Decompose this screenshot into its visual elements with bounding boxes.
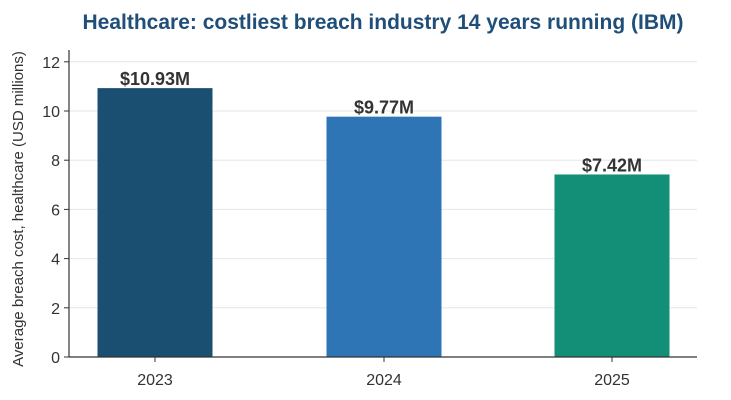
data-label-2025: $7.42M [582,155,642,175]
y-axis-label: Average breach cost, healthcare (USD mil… [10,51,27,367]
x-ticks: 2023 2024 2025 [137,357,630,389]
chart-title: Healthcare: costliest breach industry 14… [82,11,683,34]
x-tick-label-2025: 2025 [594,372,630,389]
y-tick-label: 12 [42,55,60,72]
y-tick-label: 4 [51,252,60,269]
y-tick-label: 0 [51,350,60,367]
data-labels: $10.93M $9.77M $7.42M [120,69,642,175]
bar-2025 [554,174,670,357]
bar-2023 [97,88,213,357]
x-tick-label-2024: 2024 [366,372,402,389]
y-tick-label: 8 [51,153,60,170]
data-label-2024: $9.77M [354,98,414,118]
y-tick-label: 6 [51,202,60,219]
y-tick-label: 2 [51,301,60,318]
x-tick-label-2023: 2023 [137,372,173,389]
y-ticks: 0 2 4 6 8 10 12 [42,55,69,367]
bars [97,88,670,358]
bar-2024 [326,116,442,358]
data-label-2023: $10.93M [120,69,190,89]
y-tick-label: 10 [42,104,60,121]
